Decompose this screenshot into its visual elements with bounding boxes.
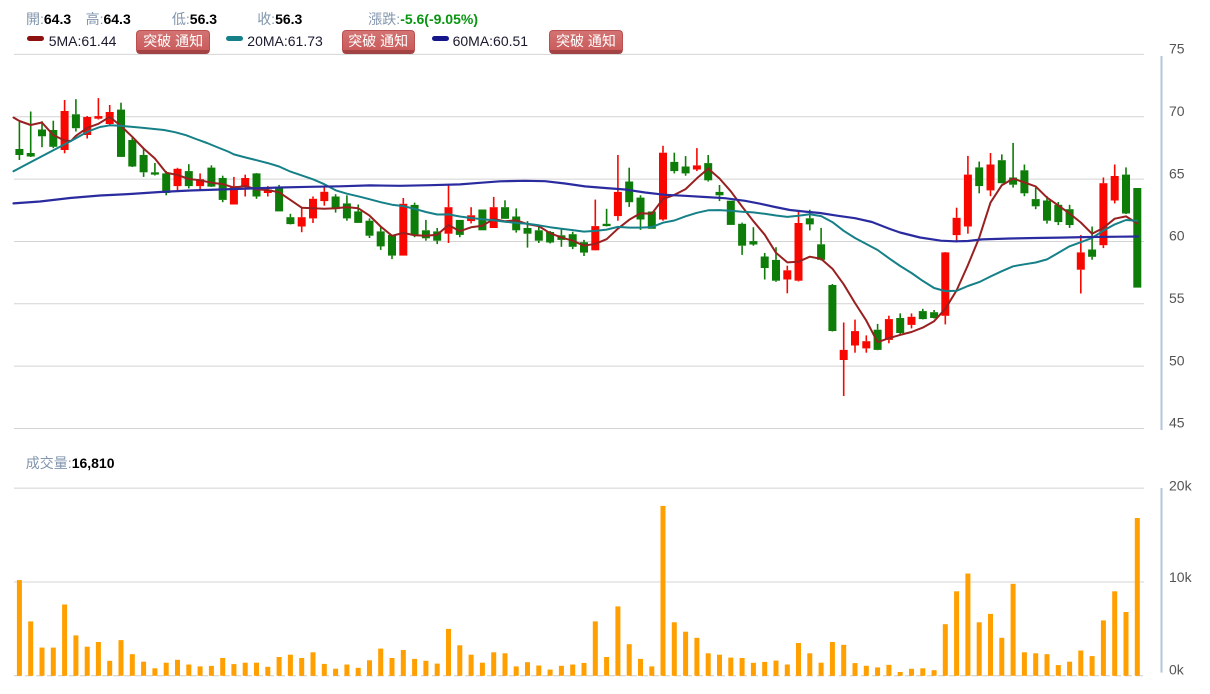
- svg-text:60: 60: [1169, 228, 1185, 244]
- svg-text:20k: 20k: [1169, 478, 1193, 494]
- svg-text:10k: 10k: [1169, 569, 1193, 585]
- svg-text:70: 70: [1169, 103, 1185, 119]
- svg-text:75: 75: [1169, 41, 1185, 57]
- svg-text:50: 50: [1169, 352, 1185, 368]
- svg-text:0k: 0k: [1169, 662, 1185, 678]
- svg-text:45: 45: [1169, 415, 1185, 431]
- svg-text:55: 55: [1169, 290, 1185, 306]
- svg-text:65: 65: [1169, 165, 1185, 181]
